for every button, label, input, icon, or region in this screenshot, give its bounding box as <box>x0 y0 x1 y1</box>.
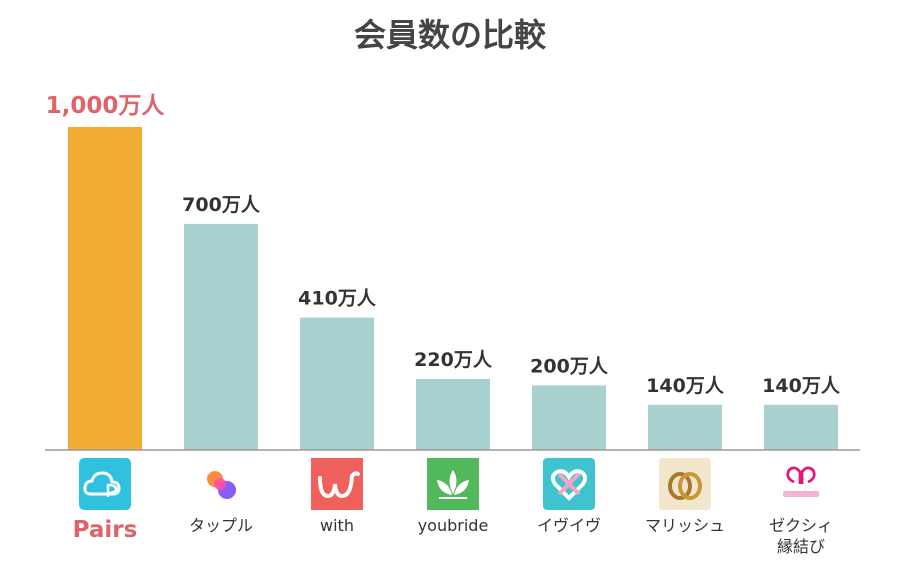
bar-4 <box>416 378 490 450</box>
bar-6 <box>648 404 722 450</box>
app-icons <box>79 458 819 510</box>
category-label: Pairs <box>73 517 138 543</box>
bar-5 <box>532 385 606 450</box>
category-label: タップル <box>189 516 253 535</box>
bars: 1,000万人 700万人 410万人 220万人 200万人 140万人 140万人 <box>46 93 841 450</box>
bar-3 <box>300 317 374 450</box>
category-label: イヴイヴ <box>537 516 601 535</box>
tapple-app-icon <box>207 471 236 499</box>
eveeve-app-icon <box>543 458 595 510</box>
category-label: ゼクシィ <box>769 516 833 535</box>
data-label: 1,000万人 <box>46 93 166 119</box>
data-label: 140万人 <box>646 375 725 397</box>
with-app-icon <box>311 458 363 510</box>
category-label: 縁結び <box>777 537 825 556</box>
data-label: 410万人 <box>298 288 377 310</box>
category-label: マリッシュ <box>645 516 725 535</box>
youbride-app-icon <box>427 458 479 510</box>
zexy-enmusubi-app-icon <box>783 466 819 497</box>
data-label: 140万人 <box>762 375 841 397</box>
chart-title: 会員数の比較 <box>354 16 547 54</box>
bar-7 <box>764 404 838 450</box>
bar-1 <box>68 127 142 450</box>
data-label: 700万人 <box>182 194 261 216</box>
marrish-app-icon <box>659 458 711 510</box>
data-label: 200万人 <box>530 355 609 377</box>
category-label: with <box>320 516 354 535</box>
bar-2 <box>184 223 258 450</box>
pairs-app-icon <box>79 458 131 510</box>
data-label: 220万人 <box>414 349 493 371</box>
category-label: youbride <box>418 516 489 535</box>
